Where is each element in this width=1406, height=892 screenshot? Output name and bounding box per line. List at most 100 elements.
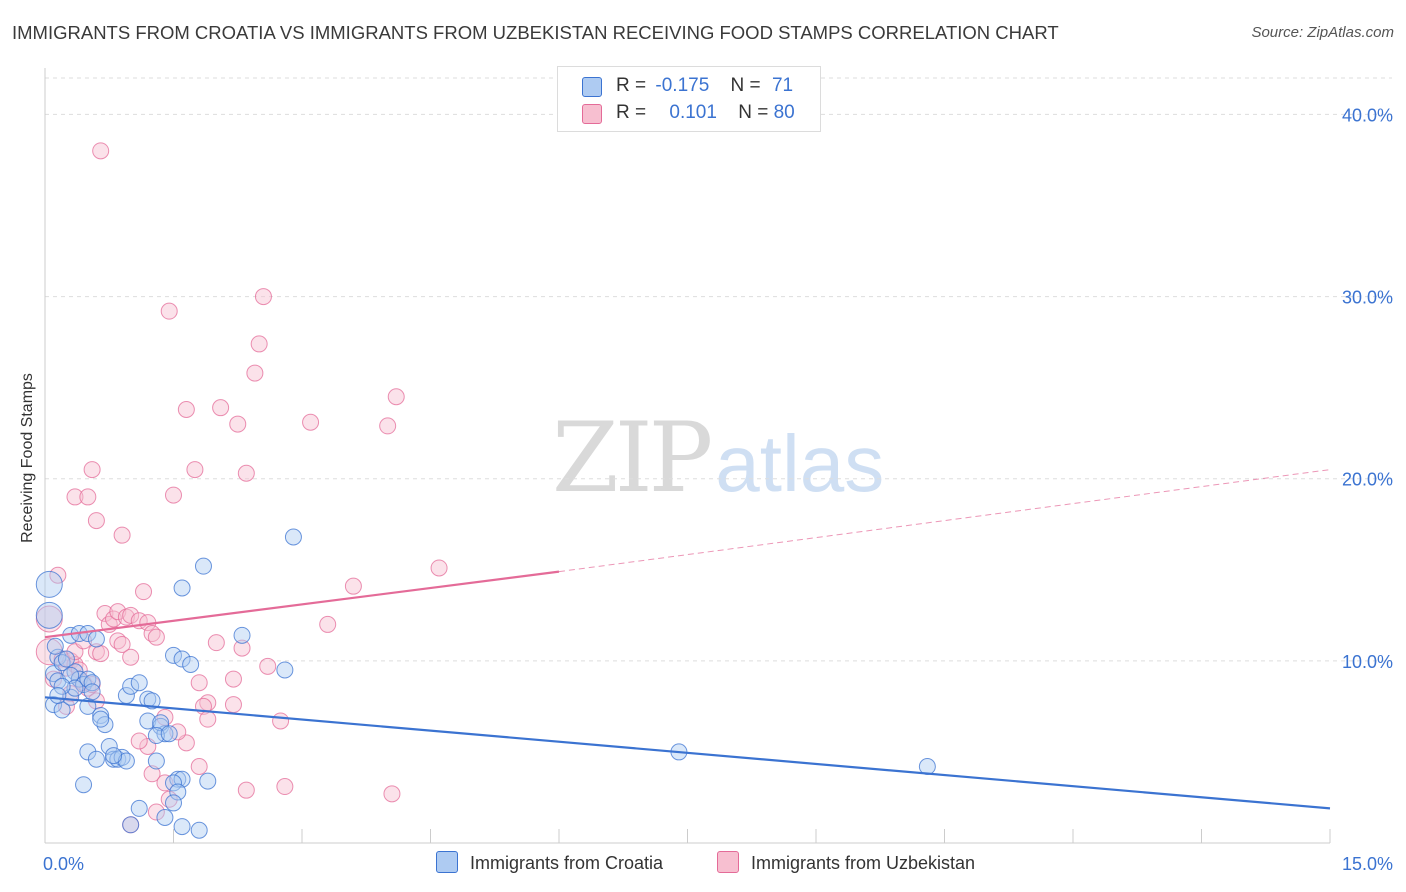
uzbekistan-point — [169, 723, 187, 741]
y-tick-label: 10.0% — [1342, 652, 1393, 672]
uzbekistan-point — [199, 710, 217, 728]
uzbekistan-point — [272, 712, 290, 730]
chart-title: IMMIGRANTS FROM CROATIA VS IMMIGRANTS FR… — [12, 22, 1059, 43]
uzbekistan-point — [276, 778, 294, 796]
n-label: N = — [738, 102, 769, 123]
uzbekistan-trend-extension — [558, 469, 1331, 573]
uzbekistan-point — [190, 674, 208, 692]
uzbekistan-point — [387, 388, 405, 406]
correlation-legend: R = -0.175 N = 71 R = 0.101 N = 80 — [557, 66, 821, 132]
croatia-point — [165, 646, 182, 664]
x-tick-label: 15.0% — [1342, 854, 1393, 874]
r-value: -0.175 — [655, 75, 710, 96]
croatia-point — [156, 725, 174, 743]
uzbekistan-point — [35, 605, 63, 633]
x-tick-label: 0.0% — [43, 854, 84, 874]
croatia-point — [276, 661, 294, 679]
n-label: N = — [730, 75, 761, 96]
croatia-point — [173, 770, 191, 788]
legend-swatch-uzbekistan — [582, 104, 602, 124]
uzbekistan-point — [319, 615, 337, 633]
watermark-atlas: atlas — [715, 419, 885, 508]
croatia-point — [122, 816, 140, 834]
croatia-point — [35, 570, 63, 598]
uzbekistan-point — [83, 461, 101, 479]
uzbekistan-point — [224, 670, 242, 688]
croatia-point — [35, 601, 63, 629]
uzbekistan-point — [143, 765, 161, 783]
croatia-point — [173, 818, 191, 836]
legend-swatch-croatia — [582, 77, 602, 97]
uzbekistan-point — [109, 603, 127, 621]
uzbekistan-point — [246, 364, 264, 382]
croatia-point — [66, 679, 84, 697]
r-label: R = — [616, 102, 647, 123]
uzbekistan-point — [254, 288, 272, 306]
uzbekistan-point — [229, 415, 247, 433]
watermark: ZIPatlas — [552, 402, 884, 514]
legend-swatch-croatia — [436, 851, 458, 873]
croatia-point — [92, 710, 110, 728]
croatia-point — [130, 674, 148, 692]
uzbekistan-point — [92, 645, 110, 663]
legend-item-croatia: Immigrants from Croatia — [436, 851, 663, 877]
uzbekistan-point — [147, 803, 165, 821]
croatia-point — [87, 750, 105, 768]
legend-stats-croatia: R = -0.175 N = 71 — [616, 75, 793, 97]
croatia-point — [105, 750, 123, 768]
croatia-point — [122, 677, 140, 695]
croatia-point — [160, 725, 178, 743]
uzbekistan-point — [130, 732, 148, 750]
legend-label-uzbekistan: Immigrants from Uzbekistan — [751, 853, 976, 873]
croatia-point — [284, 528, 302, 546]
croatia-point — [190, 821, 208, 839]
croatia-point — [169, 783, 187, 801]
uzbekistan-point — [135, 583, 153, 601]
uzbekistan-point — [237, 464, 255, 482]
croatia-point — [83, 683, 101, 701]
n-value: 80 — [773, 102, 795, 123]
uzbekistan-point — [379, 417, 397, 435]
croatia-point — [165, 774, 182, 792]
croatia-point — [100, 737, 118, 755]
uzbekistan-point — [165, 486, 182, 504]
uzbekistan-point — [113, 635, 131, 653]
uzbekistan-point — [190, 758, 208, 775]
uzbekistan-point — [122, 648, 140, 666]
croatia-point — [173, 579, 191, 597]
uzbekistan-point — [344, 577, 362, 595]
croatia-point — [143, 692, 161, 710]
croatia-trend-line — [44, 696, 1331, 810]
uzbekistan-point — [237, 781, 255, 799]
croatia-point — [57, 650, 75, 668]
uzbekistan-point — [160, 302, 178, 320]
uzbekistan-point — [186, 461, 204, 479]
croatia-point — [105, 747, 123, 765]
legend-item-uzbekistan: Immigrants from Uzbekistan — [717, 851, 975, 877]
uzbekistan-point — [113, 526, 131, 544]
croatia-point — [79, 743, 97, 761]
croatia-point — [173, 650, 191, 668]
n-value: 71 — [771, 75, 794, 96]
croatia-point — [139, 712, 157, 730]
y-tick-label: 40.0% — [1342, 105, 1393, 125]
y-tick-label: 20.0% — [1342, 470, 1393, 490]
croatia-point — [233, 626, 251, 644]
uzbekistan-point — [79, 488, 97, 506]
uzbekistan-point — [224, 696, 242, 714]
uzbekistan-point — [87, 512, 105, 530]
croatia-point — [194, 557, 212, 575]
croatia-point — [147, 727, 165, 745]
croatia-point — [156, 809, 174, 826]
uzbekistan-point — [383, 785, 401, 803]
source-label: Source: ZipAtlas.com — [1251, 24, 1394, 41]
uzbekistan-point — [147, 628, 165, 646]
uzbekistan-point — [177, 401, 195, 418]
croatia-point — [199, 772, 217, 790]
croatia-point — [45, 696, 63, 714]
uzbekistan-point — [156, 774, 174, 792]
y-tick-label: 30.0% — [1342, 288, 1393, 308]
croatia-point — [130, 799, 148, 817]
uzbekistan-point — [302, 413, 320, 431]
uzbekistan-point — [207, 634, 225, 652]
